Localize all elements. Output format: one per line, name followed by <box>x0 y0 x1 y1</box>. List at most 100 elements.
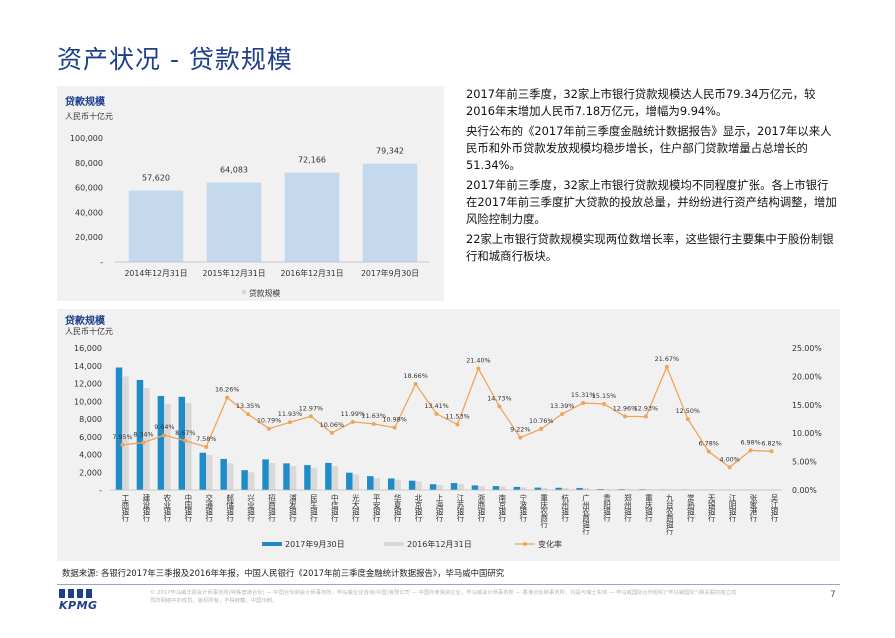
rate-point <box>329 430 334 435</box>
x-tick-label: 杭州银行 <box>560 493 569 523</box>
legend-label: 变化率 <box>538 539 562 549</box>
rate-label: 13.39% <box>550 402 574 410</box>
loan-bar <box>128 190 184 262</box>
bar-2017 <box>367 476 374 490</box>
x-tick-label: 光大银行 <box>351 493 360 523</box>
summary-text: 2017年前三季度，32家上市银行贷款规模达人民币79.34万亿元，较2016年… <box>466 86 838 268</box>
rate-label: 9.22% <box>510 426 530 434</box>
rate-point <box>727 465 732 470</box>
bar-2016 <box>499 486 506 490</box>
bar-2016 <box>415 481 422 490</box>
x-tick-label: 九台农商银行 <box>665 494 674 536</box>
rate-point <box>267 426 272 431</box>
bar-2016 <box>436 485 443 490</box>
rate-point <box>308 414 313 419</box>
left-tick-label: 16,000 <box>74 344 102 353</box>
legend-label: 贷款规模 <box>249 288 280 298</box>
x-tick-label: 广州农商银行 <box>581 493 590 536</box>
bottom-chart-unit: 人民币十亿元 <box>65 327 113 336</box>
bar-2016 <box>247 472 255 490</box>
rate-label: 18.66% <box>403 372 427 380</box>
bar-2017 <box>450 483 458 490</box>
rate-point <box>518 435 523 440</box>
rate-label: 4.00% <box>720 455 740 463</box>
x-tick-label: 江阴银行 <box>728 494 737 523</box>
x-tick-label: 贵阳银行 <box>602 493 611 523</box>
bar-2017 <box>325 462 332 490</box>
y-tick-label: - <box>100 258 103 267</box>
legend-swatch <box>242 290 246 294</box>
bar-2017 <box>429 484 437 490</box>
bar-2017 <box>471 485 479 490</box>
x-tick-label: 江苏银行 <box>456 494 465 523</box>
x-tick-label: 浙商银行 <box>477 493 486 523</box>
bar-2017 <box>199 452 207 490</box>
bar-2016 <box>226 463 234 490</box>
footer-divider <box>57 584 840 585</box>
left-tick-label: 8,000 <box>79 415 102 424</box>
summary-paragraph: 央行公布的《2017年前三季度金融统计数据报告》显示，2017年以来人民币和外币… <box>466 124 832 172</box>
bar-value-label: 57,620 <box>142 174 170 183</box>
kpmg-logo-text: KPMG <box>59 599 98 612</box>
bar-2016 <box>457 483 464 490</box>
rate-line <box>122 365 772 469</box>
x-tick-label: 无锡银行 <box>707 494 716 523</box>
rate-point <box>371 421 376 426</box>
bar-2016 <box>185 403 192 490</box>
data-source: 数据来源: 各银行2017年三季报及2016年年报，中国人民银行《2017年前三… <box>62 568 505 578</box>
bar-2016 <box>352 474 360 490</box>
rate-label: 13.35% <box>236 402 260 410</box>
rate-label: 10.76% <box>529 417 553 425</box>
bar-2017 <box>387 478 395 490</box>
bottom-chart-title: 贷款规模 <box>65 316 105 327</box>
x-tick-label: 吴江银行 <box>770 494 779 523</box>
rate-label: 21.40% <box>466 356 490 364</box>
rate-label: 10.06% <box>320 421 344 429</box>
bar-2016 <box>331 466 339 490</box>
rate-label: 12.96% <box>613 404 637 412</box>
y-tick-label: 80,000 <box>75 159 103 168</box>
rate-label: 8.67% <box>175 429 195 437</box>
rate-label: 8.34% <box>133 431 153 439</box>
rate-point <box>183 438 188 443</box>
rate-label: 7.58% <box>196 435 216 443</box>
left-tick-label: 6,000 <box>79 433 102 442</box>
rate-point <box>434 411 439 416</box>
rate-label: 15.31% <box>571 391 595 399</box>
bar-2016 <box>582 488 590 490</box>
left-tick-label: - <box>99 486 102 495</box>
page-number: 7 <box>830 590 836 600</box>
rate-point <box>497 404 502 409</box>
rate-label: 6.98% <box>740 438 760 446</box>
bar-2017 <box>262 459 269 490</box>
rate-label: 13.41% <box>424 402 448 410</box>
bar-2016 <box>206 454 213 490</box>
bar-2016 <box>310 467 318 490</box>
rate-point <box>413 382 418 387</box>
bar-2016 <box>289 466 297 490</box>
rate-point <box>120 442 125 447</box>
x-tick-label: 重庆银行 <box>644 494 653 523</box>
x-tick-label: 北京银行 <box>414 494 423 523</box>
rate-point <box>622 414 627 419</box>
bar-value-label: 72,166 <box>298 156 326 165</box>
rate-point <box>204 444 209 449</box>
rate-label: 11.99% <box>341 410 365 418</box>
x-tick-label: 民生银行 <box>309 494 318 523</box>
y-tick-label: 100,000 <box>70 134 103 143</box>
rate-label: 9.64% <box>154 423 174 431</box>
bar-2017 <box>597 489 604 490</box>
bar-2017 <box>555 487 562 490</box>
y-tick-label: 20,000 <box>75 233 103 242</box>
bar-2016 <box>164 403 171 490</box>
rate-label: 15.15% <box>592 392 616 400</box>
right-tick-label: 15.00% <box>792 401 822 410</box>
bar-2016 <box>541 487 548 490</box>
disclaimer: © 2017毕马威华振会计师事务所(特殊普通合伙) — 中国合伙制会计师事务所，… <box>150 590 737 604</box>
y-tick-label: 60,000 <box>75 184 103 193</box>
x-tick-label: 南京银行 <box>498 493 507 523</box>
left-tick-label: 10,000 <box>74 397 102 406</box>
rate-label: 7.95% <box>112 433 132 441</box>
right-tick-label: 10.00% <box>792 429 822 438</box>
bar-2017 <box>241 470 248 490</box>
